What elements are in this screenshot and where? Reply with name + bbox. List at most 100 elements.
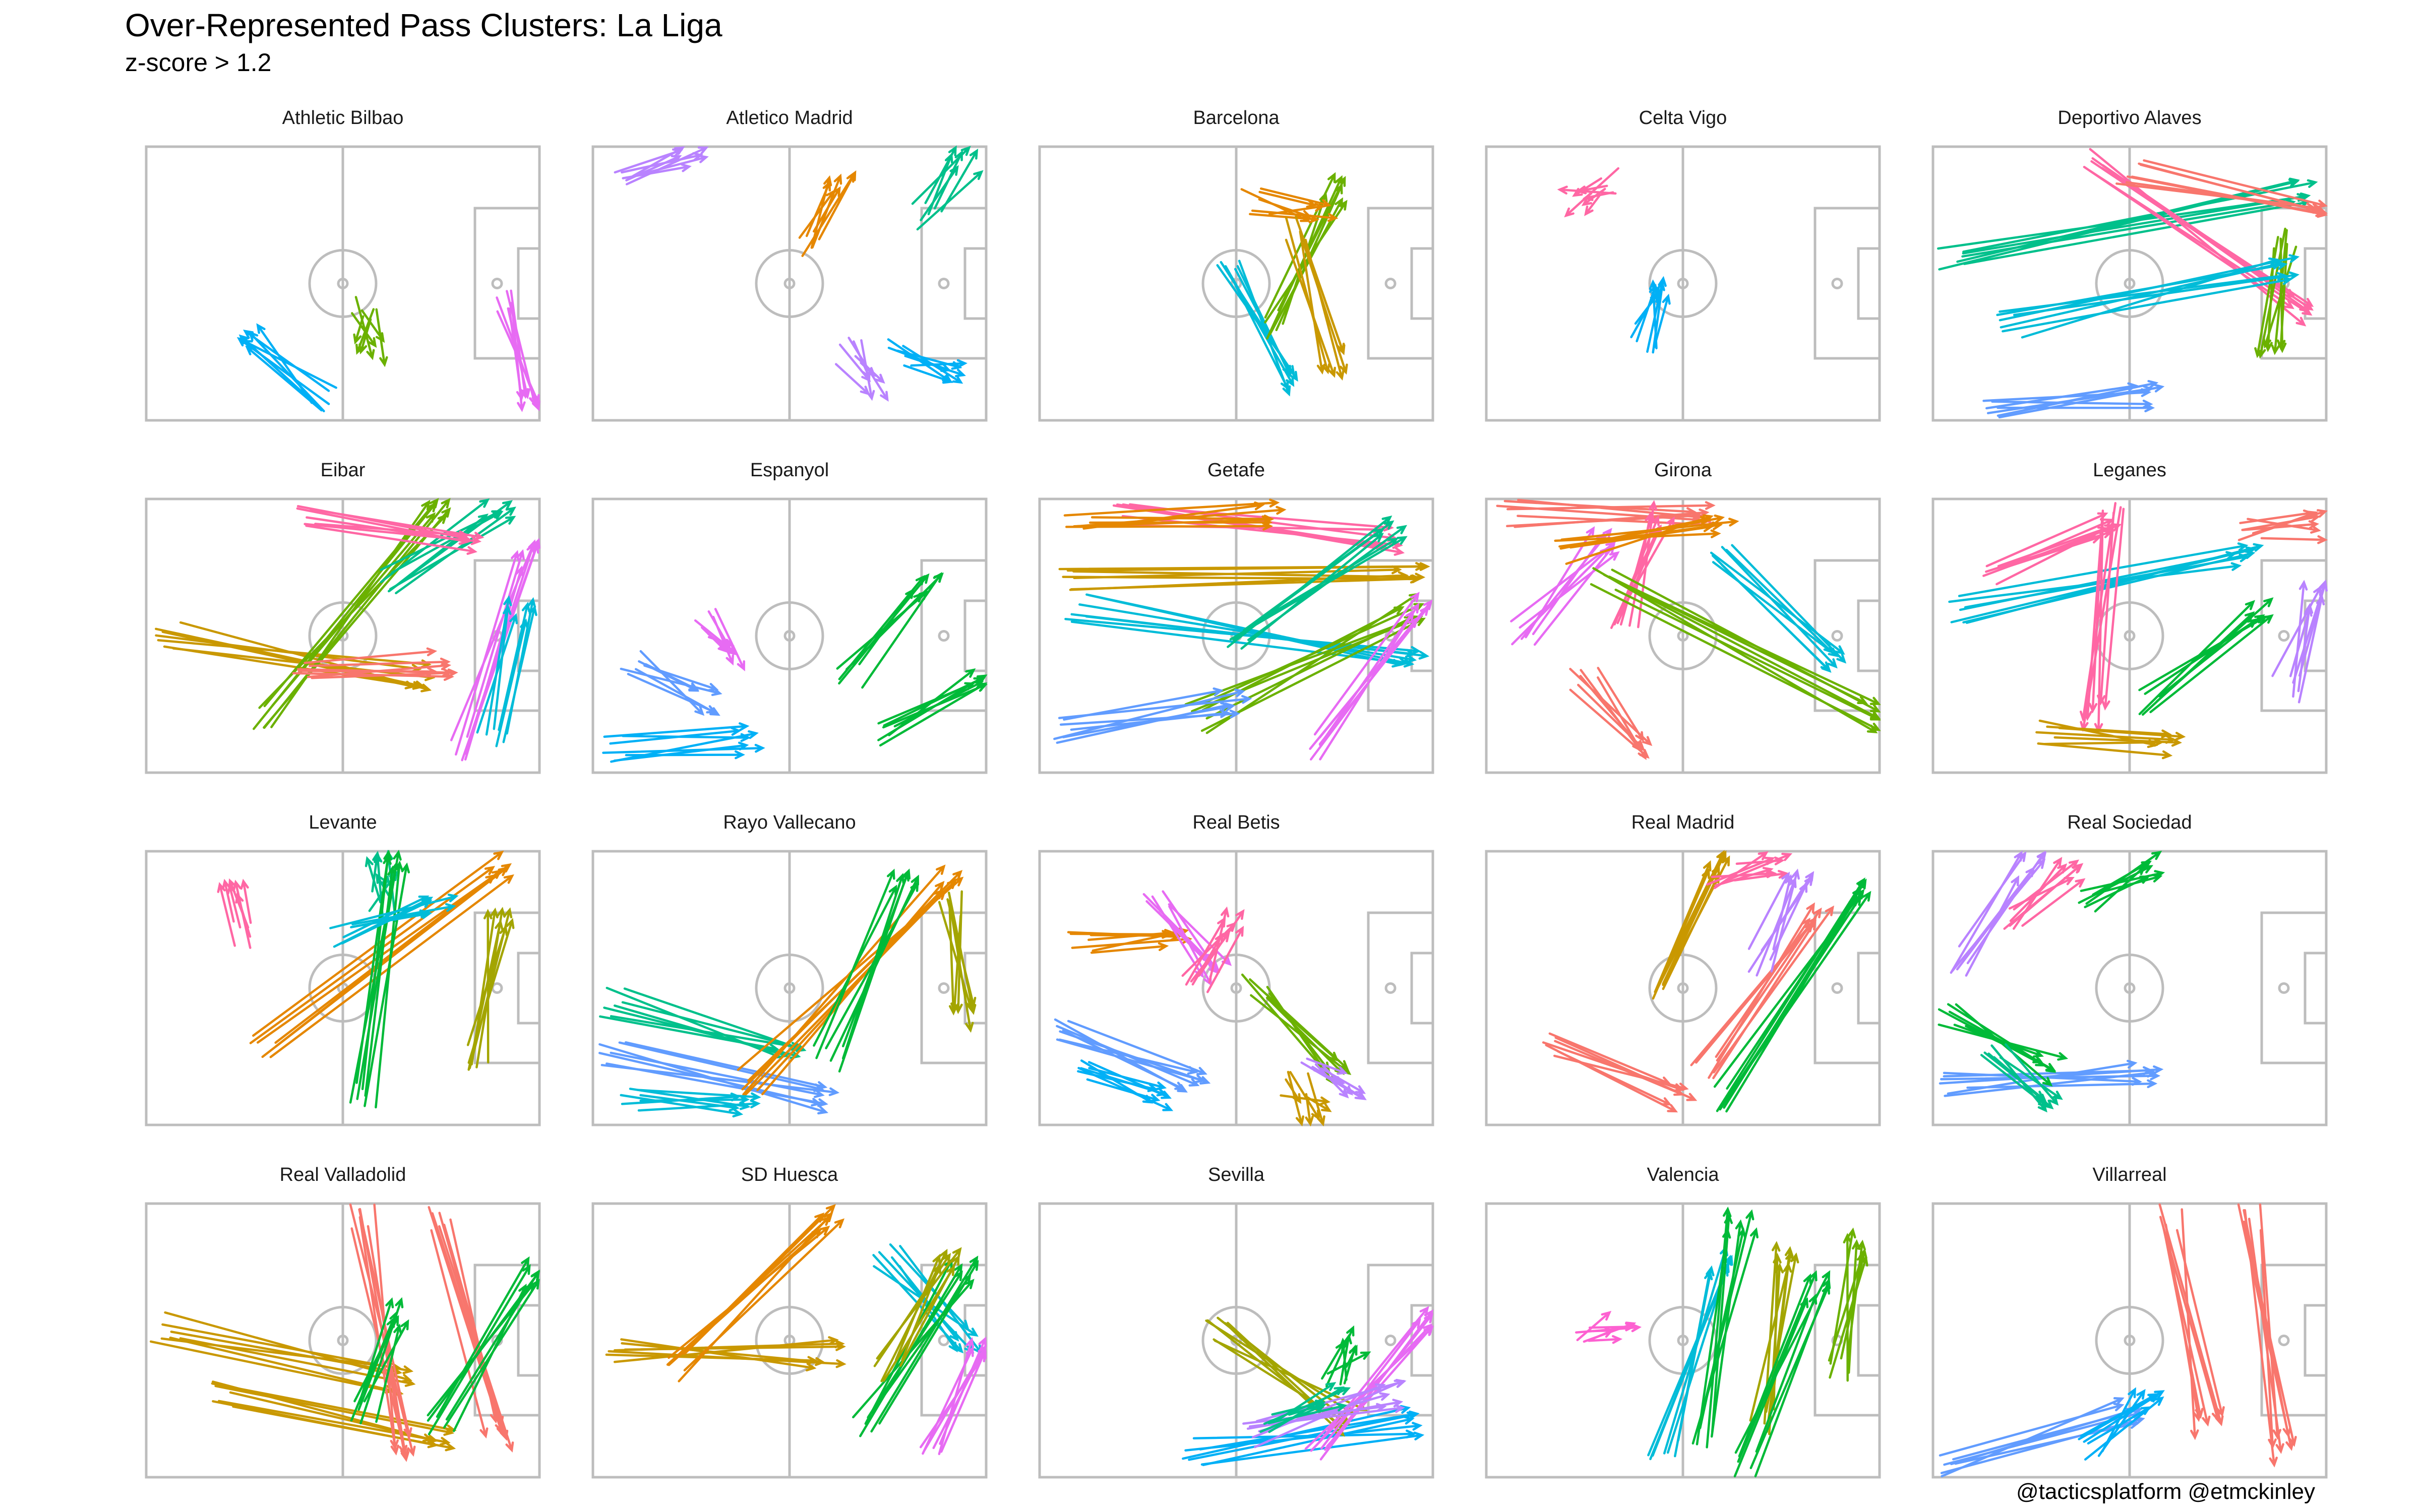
pass-arrow	[2158, 1203, 2224, 1426]
penalty-spot	[2278, 982, 2290, 994]
pass-arrow	[2037, 742, 2173, 760]
pass-arrow	[1962, 192, 2311, 255]
six-yard-box	[1857, 599, 1881, 672]
pass-arrow	[391, 511, 504, 574]
center-spot	[2124, 982, 2136, 994]
pass-arrow	[1086, 1078, 1161, 1103]
pass-arrow	[436, 1256, 530, 1418]
pass-arrow	[1554, 1036, 1698, 1101]
pass-arrow	[1182, 1405, 1411, 1460]
facet-panel: Real Betis	[1038, 812, 1434, 1127]
facet-panel: Real Valladolid	[145, 1164, 541, 1479]
pass-arrow	[256, 863, 512, 1044]
pass-arrow	[625, 750, 745, 760]
pass-arrow	[1070, 613, 1430, 660]
pass-arrow	[1067, 1020, 1207, 1076]
pass-arrow	[1961, 199, 2296, 258]
center-spot	[2124, 278, 2136, 289]
pass-arrow	[455, 550, 520, 756]
pass-arrow	[1997, 526, 2108, 568]
facet-title: Real Valladolid	[280, 1164, 406, 1185]
pass-arrow	[353, 315, 365, 345]
pass-arrow	[1276, 1382, 1337, 1422]
pass-arrow	[1185, 916, 1226, 986]
pass-arrow	[1652, 276, 1667, 354]
pass-arrow	[1937, 193, 2308, 250]
pass-arrow	[1188, 1411, 1418, 1461]
pass-arrow	[475, 907, 506, 1068]
pass-arrow	[644, 663, 700, 691]
pitch	[1485, 1202, 1881, 1479]
pass-arrow	[2298, 580, 2328, 677]
pass-arrow	[483, 909, 493, 1064]
pass-arrow	[311, 668, 458, 679]
pass-arrow	[940, 148, 979, 213]
pass-arrow	[1251, 209, 1339, 222]
pass-arrow	[2259, 1203, 2282, 1440]
pass-arrow	[1962, 851, 2047, 961]
pass-arrow	[1584, 195, 1601, 216]
pass-arrow	[1320, 1067, 1366, 1094]
pitch	[591, 497, 988, 774]
facet-title: SD Huesca	[741, 1164, 838, 1185]
pass-arrow	[364, 862, 410, 1107]
pass-arrow	[431, 1212, 509, 1441]
facet-title: Barcelona	[1193, 107, 1280, 129]
pass-arrow	[2084, 1396, 2164, 1461]
center-spot	[337, 278, 349, 289]
pass-arrow	[639, 650, 705, 716]
facet-panel: Real Madrid	[1485, 812, 1881, 1126]
pass-arrow	[861, 572, 942, 689]
pass-arrow	[1943, 1066, 2154, 1078]
pass-arrow	[1309, 616, 1418, 761]
pass-arrow	[627, 673, 717, 714]
pass-arrow	[924, 145, 957, 204]
facet-title: Real Sociedad	[2067, 812, 2192, 833]
facet-title: Atletico Madrid	[726, 107, 853, 129]
pass-arrow	[854, 355, 885, 384]
pass-arrow	[636, 1089, 761, 1101]
pass-arrow	[1603, 574, 1881, 720]
pass-arrow	[1306, 1057, 1348, 1075]
pass-arrow	[1996, 380, 2159, 417]
pass-arrow	[1253, 1379, 1405, 1448]
pass-arrow	[1280, 1094, 1331, 1105]
penalty-spot	[938, 278, 950, 289]
facet-title: Real Betis	[1192, 812, 1280, 833]
pass-arrow	[2008, 877, 2075, 910]
facet-panel: Espanyol	[591, 460, 988, 774]
pass-arrow	[1747, 871, 1814, 973]
pitch	[1038, 145, 1434, 422]
pass-arrow	[637, 154, 709, 176]
facet-panel: Girona	[1485, 460, 1881, 774]
pass-arrow	[263, 507, 451, 729]
penalty-spot	[1384, 278, 1397, 289]
pass-arrow	[310, 508, 485, 541]
center-spot	[2124, 630, 2136, 642]
pass-arrow	[1662, 872, 1720, 990]
center-circle	[1201, 1306, 1271, 1375]
facet-title: Valencia	[1647, 1164, 1720, 1185]
pass-arrow	[1314, 1063, 1349, 1099]
pitch	[145, 145, 541, 422]
pass-arrow	[1268, 203, 1325, 215]
facet-title: Eibar	[321, 460, 366, 481]
pass-arrow	[903, 364, 953, 384]
center-circle	[1201, 249, 1271, 318]
facet-panel: Celta Vigo	[1485, 107, 1881, 422]
pass-arrow	[1708, 902, 1815, 1079]
six-yard-box	[1410, 599, 1434, 672]
pass-arrow	[639, 1095, 750, 1104]
pass-arrow	[1980, 1054, 2049, 1108]
pass-arrow	[1610, 525, 1660, 629]
center-circle	[2095, 249, 2164, 318]
pass-arrow	[1559, 516, 1711, 550]
pass-arrow	[1542, 1041, 1685, 1092]
pass-arrow	[430, 1229, 489, 1439]
penalty-spot	[2278, 630, 2290, 642]
pass-arrow	[1938, 1008, 2046, 1067]
pass-arrow	[860, 339, 875, 401]
facet-panel: Atletico Madrid	[591, 107, 988, 422]
pass-arrow	[1229, 536, 1408, 641]
penalty-spot	[1831, 630, 1843, 642]
